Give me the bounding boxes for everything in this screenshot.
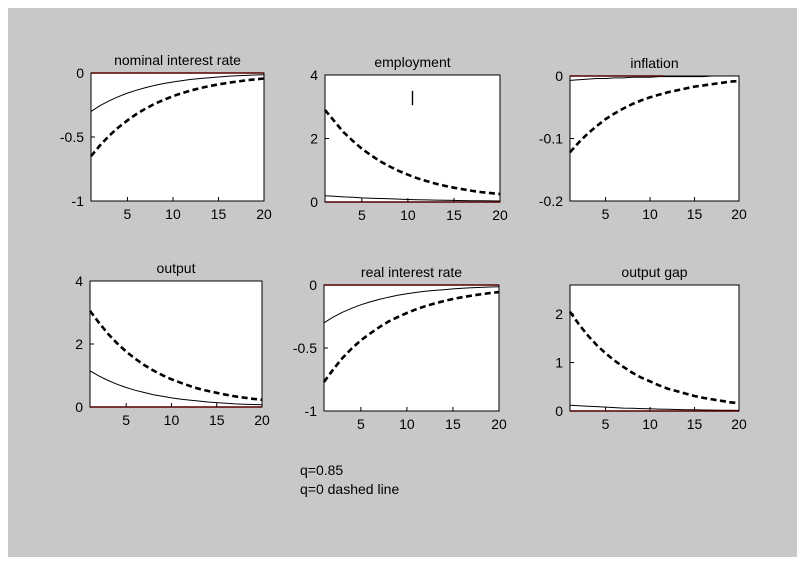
panel-title: output	[157, 260, 196, 276]
x-tick-label: 5	[602, 206, 610, 222]
y-tick-label: 1	[555, 355, 563, 371]
series-dashed-line	[568, 310, 740, 405]
y-tick-label: -1	[305, 403, 318, 419]
x-tick-label: 5	[357, 416, 365, 432]
panel-2: inflation 5 10 15 20 -0.2 -0.1 0	[539, 55, 747, 222]
y-tick-label: 0	[75, 399, 83, 415]
y-tick-label: -0.5	[293, 340, 317, 356]
plot-area	[91, 73, 264, 201]
panel-3: output 5 10 15 20 0 2 4	[75, 260, 270, 428]
plot-area	[570, 76, 739, 201]
series-solid-line	[323, 286, 500, 324]
y-tick-label: 0	[555, 403, 563, 419]
x-tick-label: 20	[256, 206, 272, 222]
x-tick-label: 10	[642, 206, 658, 222]
x-tick-label: 10	[642, 416, 658, 432]
x-tick-label: 15	[211, 206, 227, 222]
y-tick-label: -0.5	[60, 129, 84, 145]
x-tick-label: 20	[731, 206, 747, 222]
y-tick-label: 2	[75, 336, 83, 352]
x-tick-label: 15	[446, 207, 462, 223]
series-solid-line	[89, 370, 263, 406]
panel-1: employment 5 10 15 20 0 2 4	[310, 54, 508, 223]
panel-title: inflation	[630, 55, 678, 71]
plot-area	[324, 285, 499, 411]
series-solid-line	[569, 404, 740, 411]
x-tick-label: 15	[687, 416, 703, 432]
panel-title: real interest rate	[361, 264, 462, 280]
y-tick-label: -0.2	[539, 193, 563, 209]
panel-title: nominal interest rate	[114, 52, 241, 68]
series-dashed-line	[88, 310, 263, 402]
x-tick-label: 20	[254, 412, 270, 428]
y-tick-label: 4	[310, 67, 318, 83]
panel-title: output gap	[621, 264, 687, 280]
x-tick-label: 15	[445, 416, 461, 432]
x-tick-label: 10	[165, 206, 181, 222]
x-tick-label: 20	[492, 207, 508, 223]
y-tick-label: 2	[555, 306, 563, 322]
y-tick-label: 0	[76, 65, 84, 81]
series-solid-line	[90, 74, 265, 112]
y-tick-label: -1	[72, 193, 85, 209]
series-dashed-line	[569, 79, 740, 154]
x-tick-label: 5	[602, 416, 610, 432]
panel-0: nominal interest rate 5 10 15 20 -1 -0.5 0	[60, 52, 272, 222]
x-tick-label: 15	[687, 206, 703, 222]
x-tick-label: 10	[164, 412, 180, 428]
x-tick-label: 20	[491, 416, 507, 432]
plot-area	[570, 285, 739, 411]
y-tick-label: -0.1	[539, 131, 563, 147]
axes-frame	[569, 284, 740, 412]
series-dashed-line	[323, 109, 501, 196]
x-tick-label: 5	[124, 206, 132, 222]
panel-title: employment	[374, 54, 450, 70]
x-tick-label: 5	[122, 412, 130, 428]
panel-4: real interest rate 5 10 15 20 -1 -0.5 0	[293, 264, 507, 432]
y-tick-label: 0	[555, 68, 563, 84]
y-tick-label: 4	[75, 273, 83, 289]
panel-5: output gap 5 10 15 20 0 1 2	[555, 264, 747, 432]
y-tick-label: 0	[310, 194, 318, 210]
x-tick-label: 15	[209, 412, 225, 428]
plot-area	[90, 281, 262, 407]
x-tick-label: 10	[400, 207, 416, 223]
note-q-value: q=0.85	[300, 462, 344, 478]
x-tick-label: 5	[358, 207, 366, 223]
y-tick-label: 2	[310, 131, 318, 147]
x-tick-label: 20	[731, 416, 747, 432]
y-tick-label: 0	[309, 277, 317, 293]
series-solid-line	[324, 195, 501, 202]
note-dashed-line: q=0 dashed line	[300, 481, 400, 497]
series-dashed-line	[322, 290, 500, 383]
x-tick-label: 10	[399, 416, 415, 432]
series-dashed-line	[90, 77, 265, 158]
